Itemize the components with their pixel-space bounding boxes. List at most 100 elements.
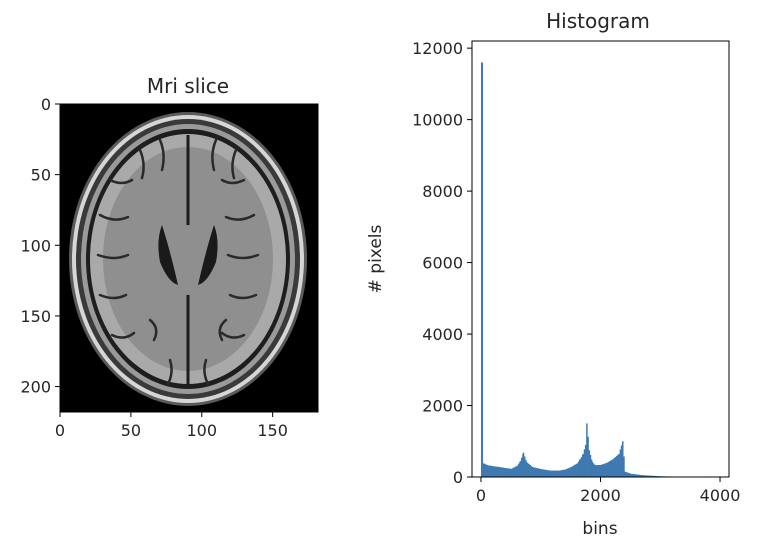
histogram-bar [482, 463, 485, 477]
histogram-bar [650, 475, 653, 477]
histogram-bar [491, 466, 494, 477]
histogram-bar [602, 463, 605, 477]
histogram-bar [614, 456, 617, 477]
mri-x-tick-label: 0 [55, 421, 65, 440]
histogram-bar [563, 469, 565, 477]
histogram-bar [555, 470, 558, 477]
mri-y-tick-label: 50 [31, 166, 51, 185]
histogram-bar [549, 470, 552, 477]
mri-image [60, 104, 318, 412]
histogram-bar [598, 464, 600, 477]
histogram-bar [613, 458, 616, 477]
histogram-bar [589, 454, 592, 477]
histogram-y-ticks: 0 2000 4000 6000 8000 10000 12000 [412, 39, 472, 487]
histogram-bar [601, 464, 604, 477]
histogram-bar [489, 465, 491, 477]
cortical-sulci [96, 138, 260, 386]
histogram-bar [508, 468, 510, 477]
histogram-bar [639, 474, 642, 477]
histogram-bar [531, 466, 534, 477]
histogram-bar [495, 466, 497, 477]
histogram-bar [523, 456, 526, 477]
histogram-bar [577, 461, 580, 477]
histogram-subplot: Histogram 0 2000 4000 0 2000 4000 6000 8000 100… [366, 9, 740, 539]
histogram-bar [565, 468, 568, 477]
histogram-bar [582, 453, 585, 477]
histogram-bar [620, 445, 623, 477]
histogram-bar [537, 468, 540, 477]
brain-white-matter [103, 147, 273, 371]
mri-y-ticks: 0 50 100 150 200 [20, 95, 60, 397]
histogram-bar [596, 465, 599, 477]
histogram-bar [486, 465, 489, 477]
histogram-bar [627, 472, 630, 477]
histogram-bar [587, 436, 589, 477]
histogram-x-tick-label: 4000 [700, 486, 741, 505]
mri-y-tick-label: 200 [20, 378, 51, 397]
histogram-bar [540, 469, 543, 477]
histogram-bar [532, 467, 535, 477]
histogram-y-axis-label: # pixels [366, 224, 386, 293]
histogram-bar [642, 475, 644, 477]
histogram-bar [568, 467, 570, 477]
histogram-bar [550, 470, 553, 477]
histogram-bar [536, 468, 539, 477]
histogram-bar [605, 463, 607, 477]
histogram-bar [653, 475, 655, 477]
histogram-bar [541, 469, 544, 477]
mri-y-tick-label: 100 [20, 236, 51, 255]
histogram-bar [500, 467, 502, 477]
histogram-bar [649, 475, 652, 477]
histogram-x-axis-label: bins [582, 519, 617, 539]
histogram-bar [641, 475, 643, 477]
histogram-bar [502, 467, 504, 477]
histogram-bar [538, 468, 541, 477]
histogram-bars [480, 62, 720, 477]
histogram-bar [586, 423, 588, 477]
histogram-bar [480, 62, 483, 477]
histogram-bar [529, 464, 531, 477]
histogram-bar [584, 444, 587, 477]
histogram-bar [595, 465, 598, 477]
histogram-bar [594, 465, 597, 477]
histogram-bar [632, 474, 635, 477]
histogram-y-tick-label: 6000 [422, 254, 463, 273]
histogram-bar [624, 471, 626, 477]
histogram-bar [599, 464, 601, 477]
histogram-bar [571, 466, 574, 477]
histogram-bar [588, 450, 591, 477]
histogram-bar [608, 461, 611, 477]
histogram-bar [654, 475, 656, 477]
right-lateral-ventricle [198, 225, 218, 285]
histogram-bar [553, 470, 555, 477]
histogram-bar [518, 463, 520, 477]
histogram-bar [510, 468, 513, 477]
histogram-bar [525, 461, 528, 477]
histogram-bar [543, 469, 545, 477]
mri-x-tick-label: 50 [121, 421, 141, 440]
histogram-bar [574, 464, 576, 477]
histogram-bar [567, 468, 569, 477]
histogram-bar [591, 461, 594, 477]
histogram-bar [485, 464, 487, 477]
histogram-bar [617, 454, 619, 477]
histogram-bar [492, 466, 495, 477]
histogram-x-tick-label: 0 [476, 486, 486, 505]
histogram-bar [576, 463, 579, 477]
histogram-bar [506, 468, 508, 477]
histogram-bar [648, 475, 650, 477]
histogram-bar [528, 463, 530, 477]
histogram-bar [558, 470, 561, 477]
histogram-y-tick-label: 2000 [422, 397, 463, 416]
histogram-bar [569, 467, 571, 477]
histogram-bar [619, 449, 622, 477]
histogram-x-ticks: 0 2000 4000 [476, 477, 741, 505]
histogram-bar [612, 459, 614, 477]
histogram-bar [570, 466, 573, 477]
histogram-bar [600, 464, 602, 477]
histogram-bar [561, 470, 563, 477]
histogram-bar [519, 460, 522, 477]
histogram-bar [526, 462, 529, 477]
histogram-x-tick-label: 2000 [580, 486, 621, 505]
